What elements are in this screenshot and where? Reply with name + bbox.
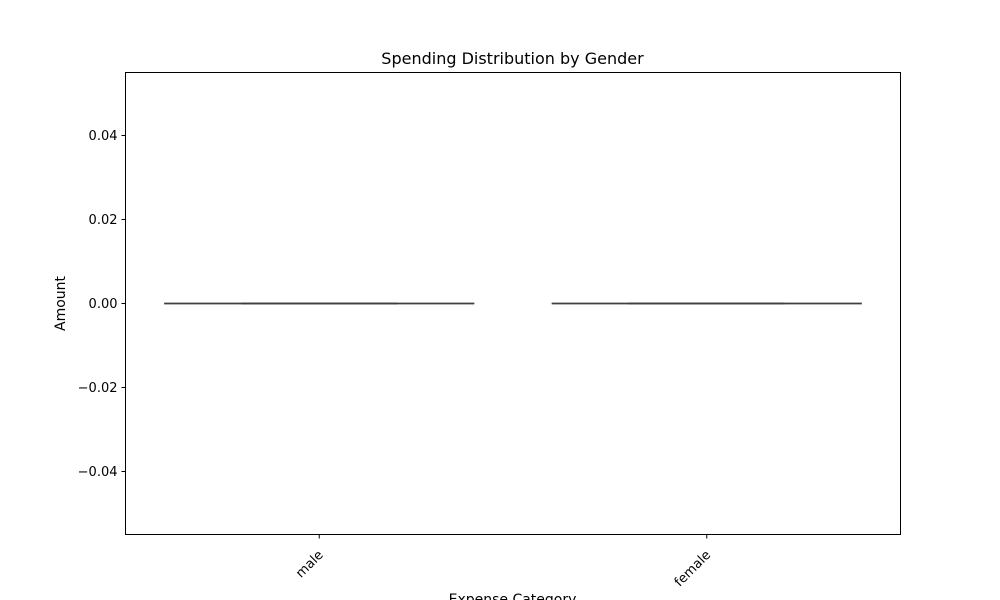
x-tick-label: male bbox=[293, 548, 326, 581]
y-tick-label: −0.04 bbox=[78, 465, 118, 480]
y-tick-label: 0.00 bbox=[89, 297, 118, 312]
y-axis-title: Amount bbox=[53, 275, 69, 331]
y-tick-label: −0.02 bbox=[78, 381, 118, 396]
y-axis: 0.04 0.02 0.00 −0.02 −0.04 bbox=[78, 129, 126, 480]
x-tick-label: female bbox=[672, 548, 714, 590]
y-tick-label: 0.02 bbox=[89, 213, 118, 228]
chart-title: Spending Distribution by Gender bbox=[381, 49, 644, 68]
x-axis: male female bbox=[293, 534, 714, 590]
y-tick-label: 0.04 bbox=[89, 129, 118, 144]
x-axis-title: Expense Category bbox=[449, 592, 577, 600]
